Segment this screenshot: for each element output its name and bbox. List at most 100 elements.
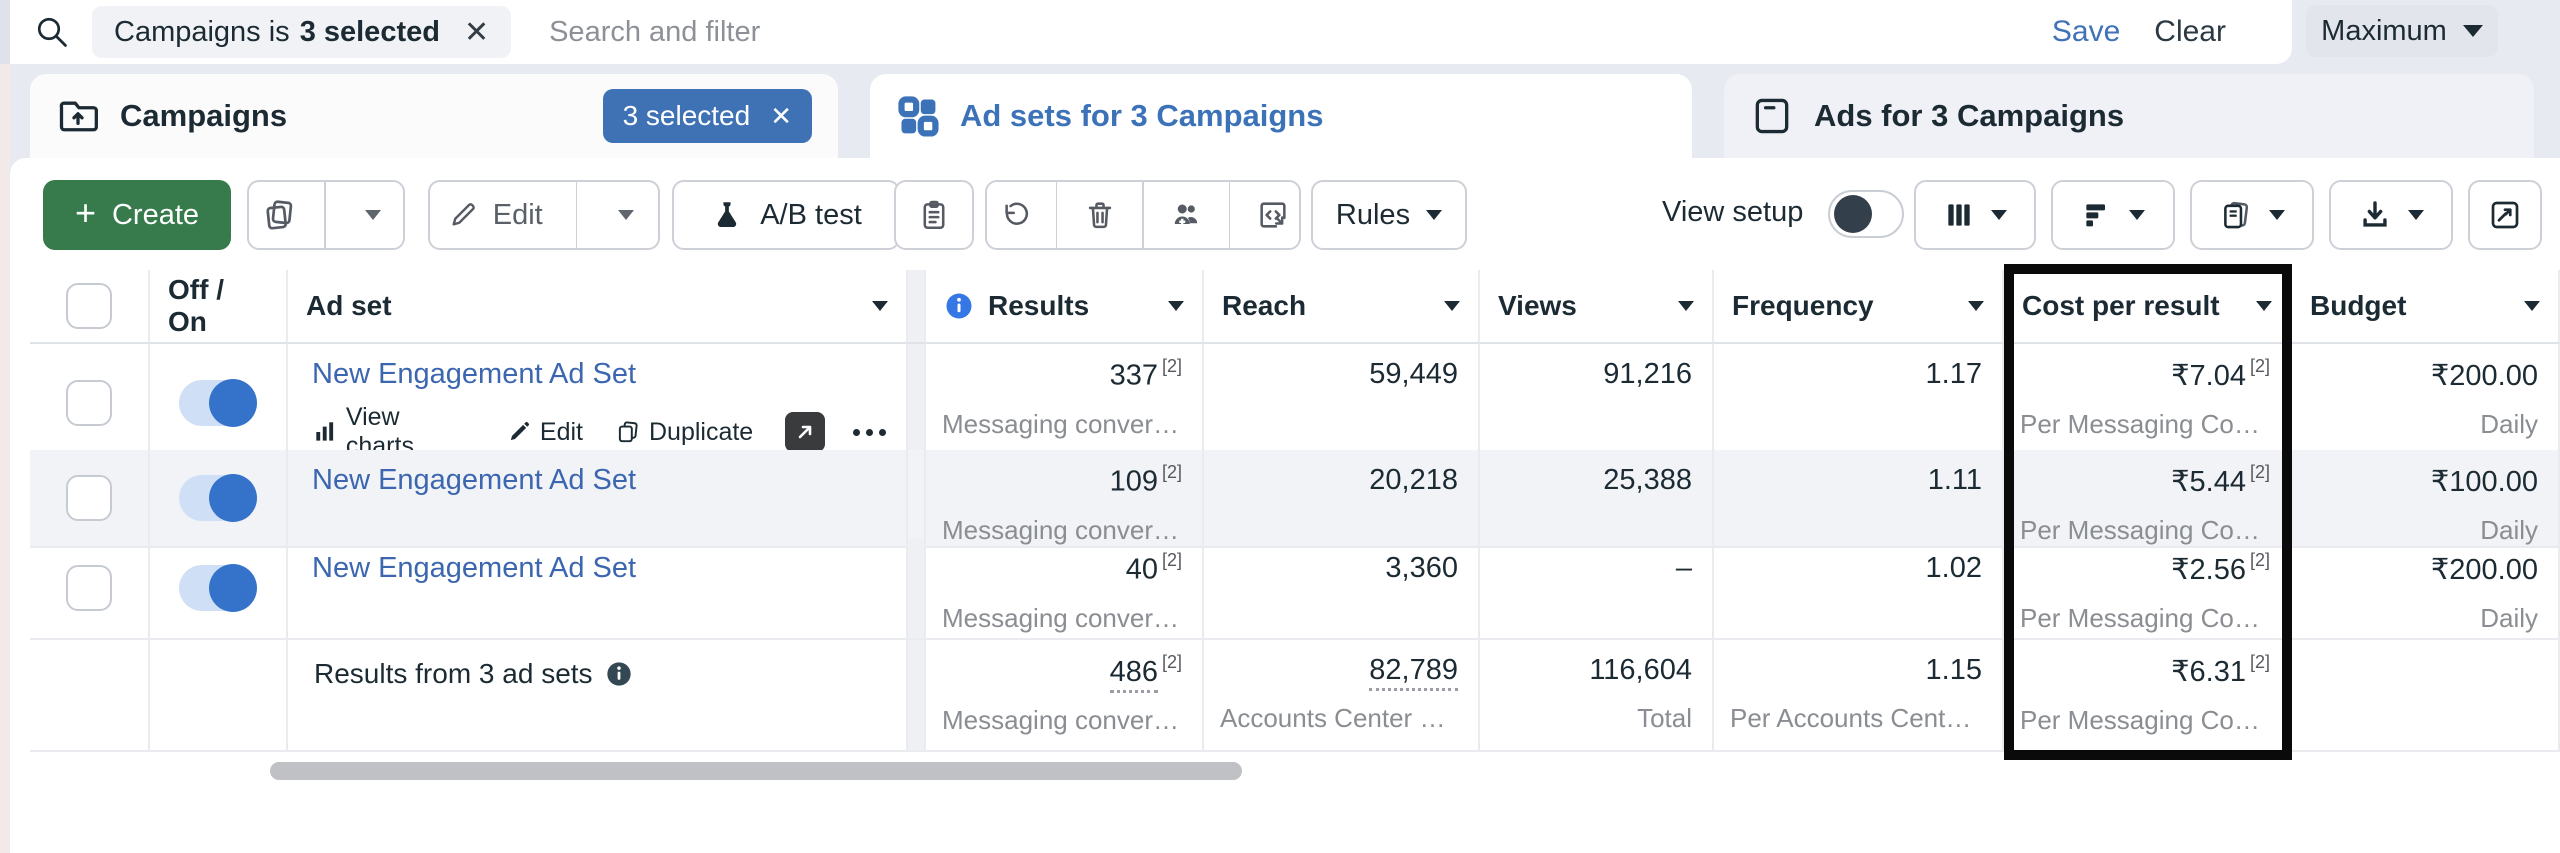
duplicate-dropdown[interactable] <box>342 182 403 248</box>
tab-ad-sets[interactable]: Ad sets for 3 Campaigns <box>870 74 1692 158</box>
header-frequency[interactable]: Frequency <box>1714 270 2004 344</box>
pencil-icon <box>510 422 529 441</box>
ad-set-name-link[interactable]: New Engagement Ad Set <box>312 358 637 390</box>
search-icon <box>34 14 70 50</box>
people-plus-icon <box>1174 204 1198 225</box>
budget-cell: ₹100.00 Daily <box>2292 450 2560 548</box>
save-filter-button[interactable]: Save <box>2051 15 2121 48</box>
clear-filter-button[interactable]: Clear <box>2154 15 2226 48</box>
table-row: New Engagement Ad Set 40 [2] Messaging co… <box>30 538 2560 640</box>
duplicate-icon[interactable] <box>249 182 308 248</box>
ad-sets-grid-icon <box>896 94 940 138</box>
ad-set-toggle[interactable] <box>179 474 257 522</box>
chevron-down-icon[interactable] <box>1968 301 1984 311</box>
bar-chart-icon <box>316 422 334 441</box>
header-views[interactable]: Views <box>1480 270 1714 344</box>
edit-button-label: Edit <box>492 198 543 231</box>
row-checkbox[interactable] <box>66 565 112 611</box>
arrow-up-right-icon <box>798 425 812 439</box>
row-checkbox[interactable] <box>66 475 112 521</box>
clipboard-button[interactable] <box>894 180 974 250</box>
edit-split-button[interactable]: Edit <box>428 180 660 250</box>
chevron-down-icon[interactable] <box>2256 301 2272 311</box>
header-budget[interactable]: Budget <box>2292 270 2560 344</box>
tab-campaigns[interactable]: Campaigns 3 selected ✕ <box>30 74 838 158</box>
duplicate-icon <box>618 421 638 443</box>
summary-views-cell: 116,604 Total <box>1480 640 1714 752</box>
chevron-down-icon[interactable] <box>1168 301 1184 311</box>
open-chart-button[interactable] <box>785 412 825 452</box>
chevron-down-icon <box>2408 210 2424 220</box>
tab-campaigns-label: Campaigns <box>120 98 288 133</box>
views-cell: – <box>1480 538 1714 640</box>
tab-ads[interactable]: Ads for 3 Campaigns <box>1724 74 2534 158</box>
ad-set-name-link[interactable]: New Engagement Ad Set <box>312 552 637 584</box>
tab-ads-label: Ads for 3 Campaigns <box>1814 98 2125 133</box>
campaigns-selected-badge[interactable]: 3 selected ✕ <box>602 89 812 143</box>
summary-frequency-cell: 1.15 Per Accounts Center … <box>1714 640 2004 752</box>
ad-set-name-link[interactable]: New Engagement Ad Set <box>312 464 637 496</box>
table-row: New Engagement Ad Set 109 [2] Messaging c… <box>30 450 2560 548</box>
download-icon <box>2363 201 2387 227</box>
columns-icon <box>1948 204 1970 226</box>
filter-chip-close-icon[interactable]: ✕ <box>463 15 490 49</box>
ad-set-toggle[interactable] <box>179 378 257 427</box>
filter-bar: Campaigns is 3 selected ✕ Search and fil… <box>10 0 2292 64</box>
undo-button[interactable] <box>987 182 1040 248</box>
badge-close-icon[interactable]: ✕ <box>770 100 792 131</box>
duplicate-split-button[interactable] <box>247 180 405 250</box>
edit-dropdown[interactable] <box>593 182 658 248</box>
summary-reach-cell: 82,789 Accounts Center acc… <box>1204 640 1480 752</box>
analyze-button[interactable] <box>2468 180 2542 250</box>
ad-set-toggle[interactable] <box>179 564 257 612</box>
horizontal-scrollbar[interactable] <box>270 762 1242 780</box>
info-icon <box>946 293 972 319</box>
edit-action[interactable]: Edit <box>506 418 583 447</box>
delete-button[interactable] <box>1073 182 1126 248</box>
rules-button[interactable]: Rules <box>1311 180 1467 250</box>
more-options-button[interactable] <box>853 428 886 436</box>
reports-button[interactable] <box>2190 180 2314 250</box>
chevron-down-icon[interactable] <box>872 301 888 311</box>
undo-icon <box>1005 202 1029 225</box>
audience-button[interactable] <box>1160 182 1213 248</box>
views-cell: 91,216 <box>1480 344 1714 463</box>
flask-icon <box>718 202 737 228</box>
filter-chip-campaigns[interactable]: Campaigns is 3 selected ✕ <box>92 6 512 58</box>
summary-row: Results from 3 ad sets 486 [2] Messaging … <box>30 640 2560 752</box>
info-icon <box>606 662 631 686</box>
view-setup-toggle[interactable] <box>1828 190 1904 238</box>
chevron-down-icon <box>2129 210 2145 220</box>
date-range-selector[interactable]: Maximum <box>2306 5 2498 57</box>
ab-test-button[interactable]: A/B test <box>672 180 900 250</box>
filter-chip-prefix: Campaigns is <box>114 15 290 48</box>
breakdown-button[interactable] <box>2051 180 2175 250</box>
columns-button[interactable] <box>1914 180 2036 250</box>
select-all-checkbox[interactable] <box>66 283 112 329</box>
pixel-button[interactable] <box>1246 182 1299 248</box>
summary-cost-cell: ₹6.31 [2] Per Messaging Co… <box>2004 640 2292 752</box>
chevron-down-icon[interactable] <box>2524 301 2540 311</box>
cost-per-result-cell: ₹7.04 [2] Per Messaging Co… <box>2004 344 2292 463</box>
row-checkbox[interactable] <box>66 379 112 426</box>
summary-label: Results from 3 ad sets <box>314 658 593 689</box>
header-results[interactable]: Results <box>926 270 1204 344</box>
create-button[interactable]: + Create <box>43 180 231 250</box>
search-filter-placeholder[interactable]: Search and filter <box>549 15 761 48</box>
reports-icon <box>2224 201 2249 229</box>
header-reach[interactable]: Reach <box>1204 270 1480 344</box>
chevron-down-icon[interactable] <box>1678 301 1694 311</box>
actions-button-group <box>985 180 1301 250</box>
view-setup-label: View setup <box>1662 196 1804 228</box>
duplicate-action[interactable]: Duplicate <box>615 418 753 447</box>
edit-action[interactable]: Edit <box>430 182 560 248</box>
chevron-down-icon[interactable] <box>1444 301 1460 311</box>
header-ad-set[interactable]: Ad set <box>288 270 908 344</box>
chevron-down-icon <box>1991 210 2007 220</box>
rules-label: Rules <box>1335 198 1411 231</box>
header-cost-per-result[interactable]: Cost per result <box>2004 270 2292 344</box>
pixel-code-icon <box>1259 202 1286 228</box>
results-cell: 40 [2] Messaging conver… <box>926 538 1204 640</box>
export-button[interactable] <box>2329 180 2453 250</box>
create-button-label: Create <box>111 198 200 231</box>
